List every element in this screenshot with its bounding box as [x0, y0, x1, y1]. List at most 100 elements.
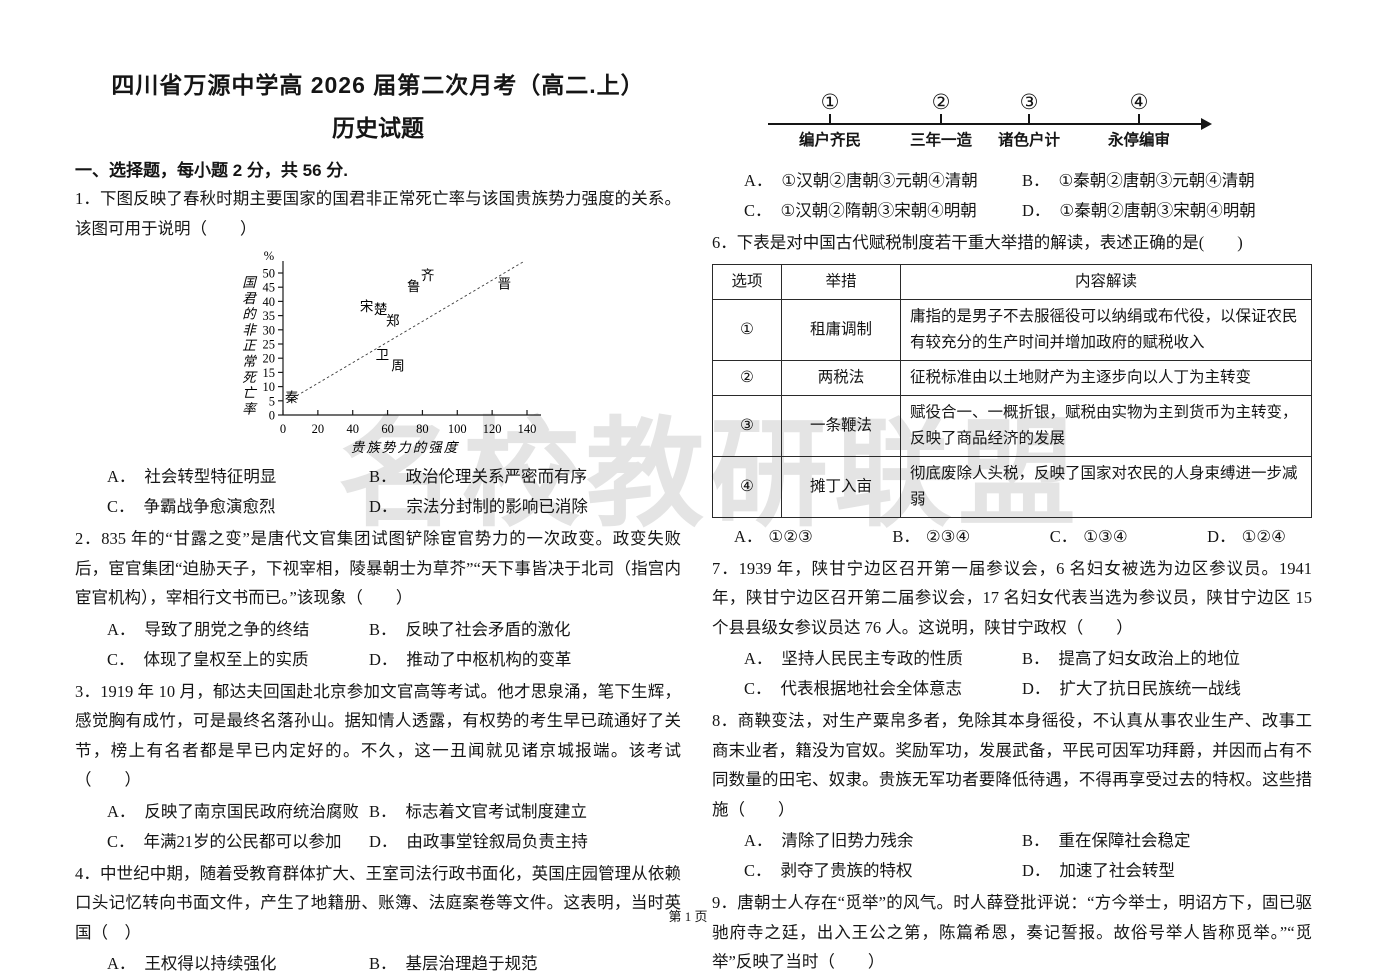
timeline-label: 永停编审 — [1107, 132, 1170, 149]
data-point-label: 楚 — [374, 302, 388, 317]
page-number: 第 1 页 — [668, 909, 708, 924]
option-letter: A． — [744, 649, 773, 668]
option-letter: B． — [1022, 831, 1050, 850]
answer-option: B． 基层治理趋于规范 — [369, 949, 681, 972]
x-tick-label: 0 — [280, 422, 286, 436]
answer-option: B． 标志着文官考试制度建立 — [369, 797, 681, 827]
table-row: ③ 一条鞭法 赋役合一、一概折银，赋税由实物为主到货币为主转变，反映了商品经济的发展 — [712, 394, 1312, 457]
answer-option: B． ②③④ — [892, 522, 970, 552]
timeline-circled-number: ④ — [1129, 90, 1149, 114]
option-letter: D． — [369, 649, 398, 669]
timeline-axis — [768, 123, 1204, 125]
option-letter: B． — [1022, 649, 1050, 668]
y-tick-label: 50 — [263, 267, 276, 281]
question-2-stem: 2．835 年的“甘露之变”是唐代文官集团试图铲除宦官势力的一次政变。政变失败后… — [75, 529, 681, 607]
question-7-stem: 7．1939 年，陕甘宁边区召开第一届参议会，6 名妇女被选为边区参议员。194… — [712, 558, 1312, 637]
option-text: 坚持人民民主专政的性质 — [781, 649, 963, 668]
y-tick-label: 45 — [263, 281, 276, 295]
x-tick-label: 80 — [416, 422, 429, 436]
table-header-row: 选项 举措 内容解读 — [712, 263, 1312, 300]
question-3-stem: 3．1919 年 10 月，郁达夫回国赴北京参加文官高等考试。他才思泉涌，笔下生… — [75, 681, 681, 790]
option-letter: D． — [1022, 679, 1051, 698]
timeline-label: 诸色户计 — [997, 132, 1060, 149]
option-text: ①③④ — [1083, 526, 1128, 546]
left-column: 四川省万源中学高 2026 届第二次月考（高二.上） 历史试题 一、选择题，每小… — [75, 66, 681, 972]
y-axis-title-char: 死 — [242, 370, 258, 385]
answer-option: D． 扩大了抗日民族统一战线 — [1022, 674, 1312, 704]
timeline-circled-number: ① — [820, 90, 840, 114]
trend-line — [287, 261, 524, 402]
option-letter: A． — [744, 831, 773, 850]
option-text: ①秦朝②唐朝③元朝④清朝 — [1058, 171, 1255, 190]
table-cell: 征税标准由以土地财产为主逐步向以人丁为主转变 — [900, 359, 1312, 396]
x-tick-label: 120 — [483, 422, 502, 436]
question-7-options: A． 坚持人民民主专政的性质 B． 提高了妇女政治上的地位 C． 代表根据地社会全体意志 D… — [712, 644, 1312, 704]
option-text: 推动了中枢机构的变革 — [406, 649, 572, 669]
question-5-options: A． ①汉朝②唐朝③元朝④清朝 B． ①秦朝②唐朝③元朝④清朝 C． ①汉朝②隋朝③宋朝④… — [712, 166, 1312, 226]
answer-option: D． 由政事堂铨叙局负责主持 — [369, 827, 681, 857]
option-text: 宗法分封制的影响已消除 — [406, 497, 588, 516]
q1-scatter-chart: 0 5 10 15 20 25 30 35 40 45 50% 0 20 40 60 80 100 120 140 国… — [225, 247, 681, 458]
question-8-stem: 8．商鞅变法，对生产粟帛多者，免除其本身徭役，不认真从事农业生产、改事工商末业者… — [712, 711, 1312, 819]
answer-option: D． 宗法分封制的影响已消除 — [369, 492, 681, 522]
question-1-stem: 1．下图反映了春秋时期主要国家的国君非正常死亡率与该国贵族势力强度的关系。该图可… — [75, 189, 681, 238]
option-letter: D． — [369, 831, 398, 851]
y-axis-title-char: 君 — [242, 291, 257, 306]
q6-tax-table: 选项 举措 内容解读 ① 租庸调制 庸指的是男子不去服徭役可以纳绢或布代役，以保证农… — [712, 263, 1312, 518]
table-row: ① 租庸调制 庸指的是男子不去服徭役可以纳绢或布代役，以保证农民有较充分的生产时间并… — [712, 298, 1312, 361]
answer-option: D． 加速了社会转型 — [1022, 856, 1312, 886]
answer-option: A． 社会转型特征明显 — [107, 462, 369, 492]
option-text: 体现了皇权至上的实质 — [143, 649, 309, 669]
y-tick-label: 30 — [263, 323, 276, 337]
question-8-options: A． 清除了旧势力残余 B． 重在保障社会稳定 C． 剥夺了贵族的特权 D． 加速了社会转型 — [712, 826, 1312, 886]
option-text: 重在保障社会稳定 — [1058, 831, 1191, 850]
y-tick-label: 40 — [263, 295, 276, 309]
answer-option: C． 剥夺了贵族的特权 — [744, 856, 1022, 886]
y-unit-label: % — [264, 249, 274, 263]
option-text: 标志着文官考试制度建立 — [405, 801, 588, 821]
table-row: ④ 摊丁入亩 彻底废除人头税，反映了国家对农民的人身束缚进一步减弱 — [712, 455, 1312, 518]
answer-option: A． ①②③ — [734, 522, 813, 552]
option-text: 政治伦理关系严密而有序 — [405, 467, 588, 486]
option-text: 由政事堂铨叙局负责主持 — [406, 831, 588, 851]
question-4-stem: 4．中世纪中期，随着受教育群体扩大、王室司法行政书面化，英国庄园管理从依赖口头记… — [75, 863, 681, 942]
table-header-cell: 举措 — [781, 263, 901, 300]
option-text: 社会转型特征明显 — [144, 467, 277, 486]
option-letter: C． — [107, 831, 135, 851]
question-9-stem: 9．唐朝士人存在“觅举”的风气。时人薛登批评说：“方今举士，明诏方下，固已驱驰府… — [712, 893, 1312, 971]
data-point-label: 卫 — [376, 347, 390, 362]
table-cell: 一条鞭法 — [781, 394, 901, 457]
y-axis-title-char: 的 — [242, 307, 257, 322]
option-text: 扩大了抗日民族统一战线 — [1059, 679, 1241, 698]
answer-option: B． 政治伦理关系严密而有序 — [369, 462, 681, 492]
q5-timeline-figure: ① 编户齐民 ② 三年一造 ③ 诸色户计 ④ 永停编审 — [768, 70, 1218, 162]
y-axis-title-char: 正 — [242, 338, 257, 353]
timeline-tick — [829, 114, 831, 123]
x-tick-label: 100 — [448, 422, 467, 436]
option-letter: A． — [107, 954, 136, 972]
answer-option: A． 清除了旧势力残余 — [744, 826, 1022, 856]
data-point-label: 秦 — [285, 390, 299, 405]
timeline-circled-number: ② — [931, 90, 951, 114]
table-cell: 两税法 — [781, 359, 901, 396]
option-text: 剥夺了贵族的特权 — [780, 861, 913, 880]
option-text: ①汉朝②隋朝③宋朝④明朝 — [780, 201, 977, 220]
option-text: 导致了朋党之争的终结 — [144, 619, 310, 639]
option-letter: D． — [1022, 201, 1051, 220]
page-title: 四川省万源中学高 2026 届第二次月考（高二.上） — [111, 72, 645, 98]
option-text: ②③④ — [925, 526, 971, 546]
timeline-tick — [1028, 114, 1030, 123]
answer-option: A． ①汉朝②唐朝③元朝④清朝 — [744, 166, 1022, 196]
y-tick-label: 20 — [263, 352, 276, 366]
option-letter: C． — [744, 201, 772, 220]
y-tick-label: 0 — [269, 409, 275, 423]
option-text: 年满21岁的公民都可以参加 — [143, 831, 342, 851]
option-text: ①秦朝②唐朝③宋朝④明朝 — [1059, 201, 1256, 220]
answer-option: A． 王权得以持续强化 — [107, 949, 369, 972]
option-text: ①汉朝②唐朝③元朝④清朝 — [781, 171, 978, 190]
table-cell: ③ — [712, 394, 782, 457]
answer-option: B． 重在保障社会稳定 — [1022, 826, 1312, 856]
option-text: 王权得以持续强化 — [144, 954, 277, 972]
table-cell: 赋役合一、一概折银，赋税由实物为主到货币为主转变，反映了商品经济的发展 — [900, 394, 1312, 457]
